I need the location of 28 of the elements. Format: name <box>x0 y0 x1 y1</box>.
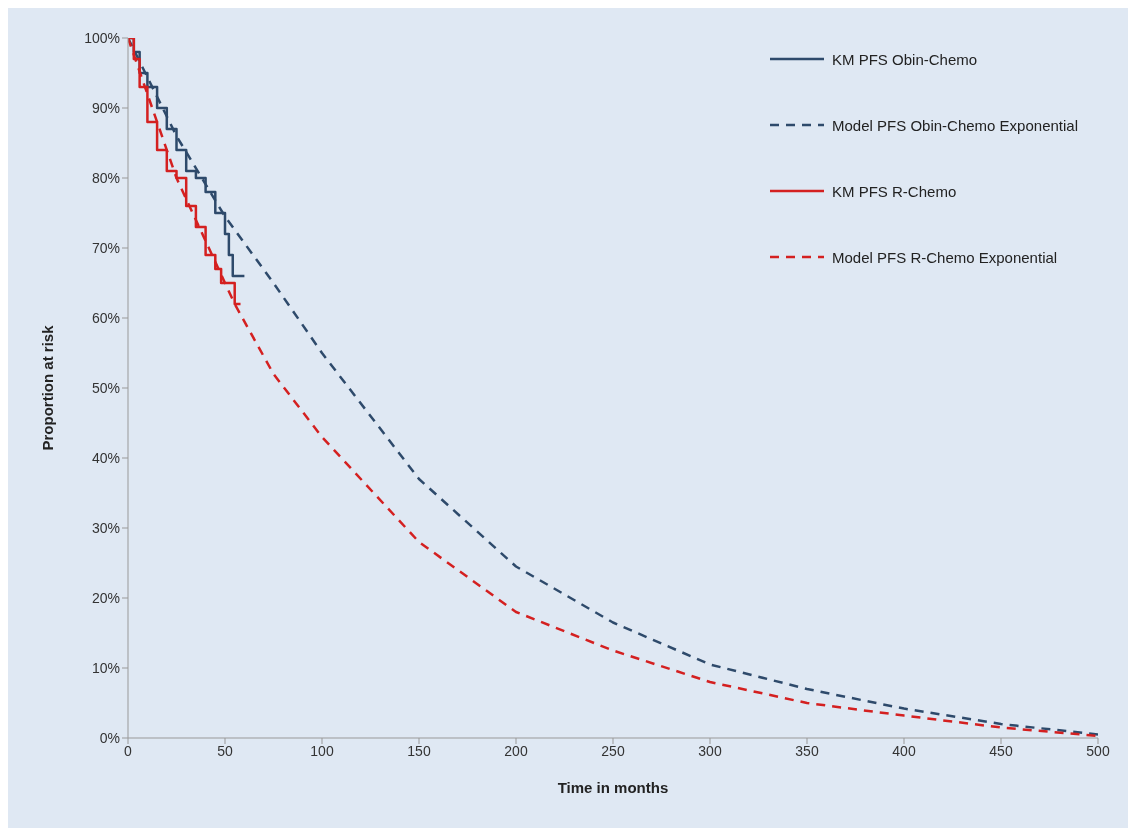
x-tick-label: 200 <box>504 742 528 759</box>
x-tick-label: 300 <box>698 742 722 759</box>
x-tick-label: 50 <box>217 742 233 759</box>
legend-label: KM PFS R-Chemo <box>832 182 957 200</box>
x-tick-label: 400 <box>892 742 916 759</box>
y-tick-label: 80% <box>91 169 120 186</box>
y-tick-label: 30% <box>91 519 120 536</box>
y-tick-label: 20% <box>91 589 120 606</box>
y-tick-label: 0% <box>99 729 120 746</box>
x-axis-title: Time in months <box>557 779 669 796</box>
legend-label: Model PFS R-Chemo Exponential <box>832 248 1058 266</box>
y-tick-label: 70% <box>91 239 120 256</box>
x-tick-label: 500 <box>1086 742 1110 759</box>
y-tick-label: 90% <box>91 99 120 116</box>
legend-label: KM PFS Obin-Chemo <box>832 50 978 68</box>
x-tick-label: 450 <box>989 742 1013 759</box>
y-tick-label: 60% <box>91 309 120 326</box>
x-tick-label: 150 <box>407 742 431 759</box>
y-tick-label: 50% <box>91 379 120 396</box>
x-tick-label: 250 <box>601 742 625 759</box>
legend-label: Model PFS Obin-Chemo Exponential <box>832 116 1078 134</box>
y-axis-title: Proportion at risk <box>39 324 57 451</box>
x-tick-label: 350 <box>795 742 819 759</box>
x-tick-label: 100 <box>310 742 334 759</box>
x-tick-label: 0 <box>124 742 133 759</box>
y-tick-label: 100% <box>84 29 120 46</box>
y-tick-label: 10% <box>91 659 120 676</box>
y-tick-label: 40% <box>91 449 120 466</box>
